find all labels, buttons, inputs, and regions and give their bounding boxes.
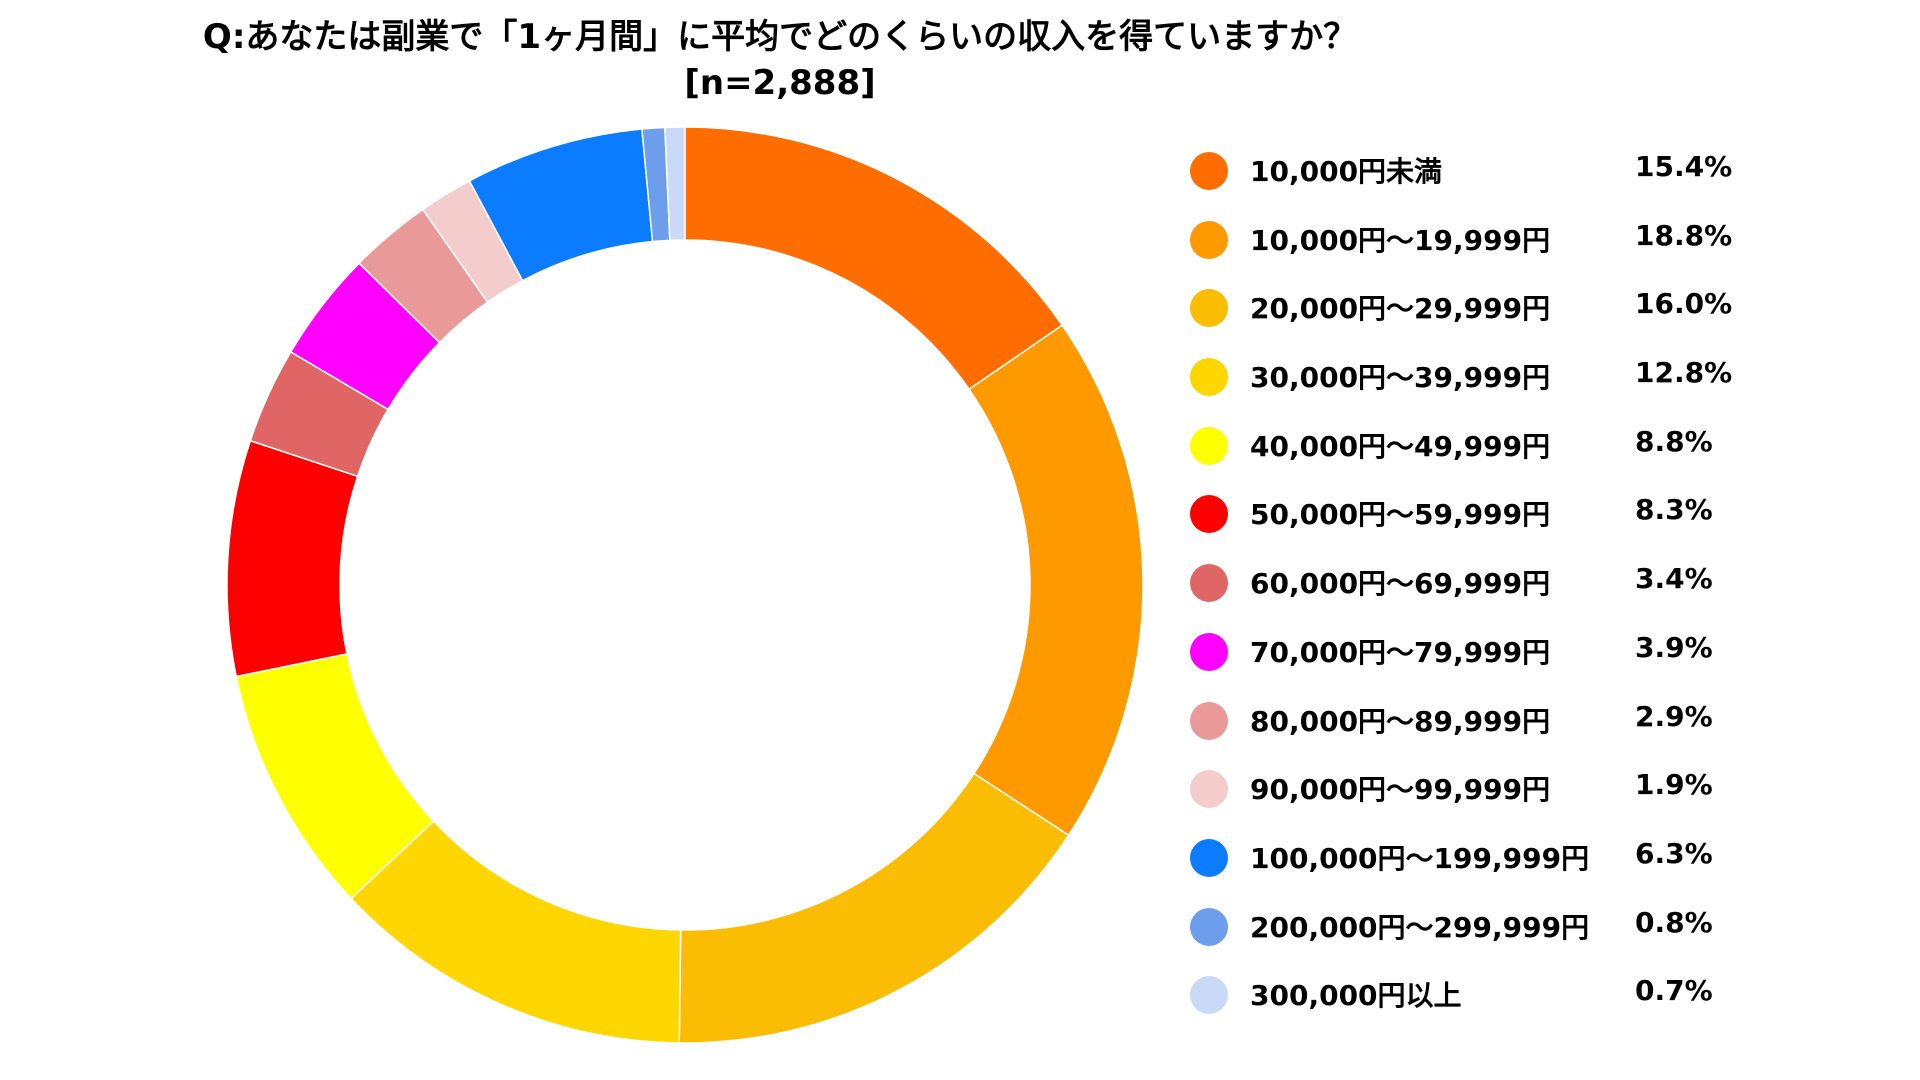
legend-item: 90,000円～99,999円 1.9% bbox=[1180, 758, 1740, 827]
legend-value: 18.8% bbox=[1635, 218, 1733, 252]
legend-label: 200,000円～299,999円 bbox=[1250, 910, 1590, 944]
legend-label: 70,000円～79,999円 bbox=[1250, 635, 1551, 669]
legend-label: 10,000円未満 bbox=[1250, 155, 1443, 188]
legend-item: 20,000円～29,999円 16.0% bbox=[1180, 277, 1740, 346]
donut-slice-12 bbox=[664, 126, 686, 242]
legend-item: 50,000円～59,999円 8.3% bbox=[1180, 483, 1740, 552]
legend: 10,000円未満 15.4% 10,000円～19,999円 18.8% 20,000… bbox=[1180, 140, 1740, 1033]
donut-chart bbox=[226, 126, 1144, 1044]
legend-swatch bbox=[1190, 289, 1228, 328]
legend-value: 15.4% bbox=[1635, 150, 1733, 183]
legend-swatch bbox=[1190, 220, 1228, 259]
legend-label: 40,000円～49,999円 bbox=[1250, 429, 1551, 463]
donut-slice-1 bbox=[968, 324, 1144, 837]
legend-label: 20,000円～29,999円 bbox=[1250, 292, 1551, 326]
legend-item: 10,000円～19,999円 18.8% bbox=[1180, 209, 1740, 278]
legend-swatch bbox=[1190, 426, 1228, 465]
legend-swatch bbox=[1190, 495, 1228, 534]
legend-label: 10,000円～19,999円 bbox=[1250, 223, 1551, 257]
legend-swatch bbox=[1190, 358, 1228, 397]
legend-item: 100,000円～199,999円 6.3% bbox=[1180, 827, 1740, 896]
legend-swatch bbox=[1190, 564, 1228, 603]
legend-item: 200,000円～299,999円 0.8% bbox=[1180, 896, 1740, 965]
legend-label: 30,000円～39,999円 bbox=[1250, 361, 1551, 395]
legend-item: 10,000円未満 15.4% bbox=[1180, 140, 1740, 209]
donut-slice-3 bbox=[350, 820, 682, 1044]
donut-slice-2 bbox=[678, 772, 1070, 1044]
legend-item: 80,000円～89,999円 2.9% bbox=[1180, 690, 1740, 759]
legend-item: 40,000円～49,999円 8.8% bbox=[1180, 415, 1740, 484]
legend-item: 30,000円～39,999円 12.8% bbox=[1180, 346, 1740, 415]
legend-value: 0.7% bbox=[1635, 974, 1713, 1008]
legend-swatch bbox=[1190, 632, 1228, 671]
legend-swatch bbox=[1190, 152, 1228, 190]
legend-value: 16.0% bbox=[1635, 287, 1733, 321]
legend-swatch bbox=[1190, 976, 1228, 1015]
chart-title-block: Q:あなたは副業で「1ヶ月間」に平均でどのくらいの収入を得ていますか？ [n=2… bbox=[0, 14, 1560, 106]
legend-value: 1.9% bbox=[1635, 768, 1713, 802]
legend-item: 60,000円～69,999円 3.4% bbox=[1180, 552, 1740, 621]
legend-value: 8.3% bbox=[1635, 493, 1713, 527]
legend-value: 8.8% bbox=[1635, 424, 1713, 458]
chart-subtitle: [n=2,888] bbox=[684, 63, 876, 103]
donut-slice-5 bbox=[226, 439, 359, 678]
legend-swatch bbox=[1190, 770, 1228, 809]
legend-value: 6.3% bbox=[1635, 836, 1713, 870]
legend-value: 2.9% bbox=[1635, 699, 1713, 733]
legend-label: 50,000円～59,999円 bbox=[1250, 498, 1551, 532]
legend-label: 100,000円～199,999円 bbox=[1250, 841, 1590, 875]
legend-value: 12.8% bbox=[1635, 356, 1733, 390]
legend-label: 300,000円以上 bbox=[1250, 979, 1462, 1013]
legend-item: 300,000円以上 0.7% bbox=[1180, 964, 1740, 1033]
chart-title: Q:あなたは副業で「1ヶ月間」に平均でどのくらいの収入を得ていますか？ bbox=[202, 17, 1358, 57]
legend-item: 70,000円～79,999円 3.9% bbox=[1180, 621, 1740, 690]
legend-value: 3.9% bbox=[1635, 630, 1713, 664]
legend-value: 3.4% bbox=[1635, 562, 1713, 596]
legend-label: 80,000円～89,999円 bbox=[1250, 704, 1551, 738]
legend-value: 0.8% bbox=[1635, 905, 1713, 939]
donut-slice-0 bbox=[684, 126, 1064, 391]
legend-label: 90,000円～99,999円 bbox=[1250, 773, 1551, 807]
legend-swatch bbox=[1190, 701, 1228, 740]
legend-label: 60,000円～69,999円 bbox=[1250, 567, 1551, 601]
legend-swatch bbox=[1190, 907, 1228, 946]
legend-swatch bbox=[1190, 838, 1228, 877]
